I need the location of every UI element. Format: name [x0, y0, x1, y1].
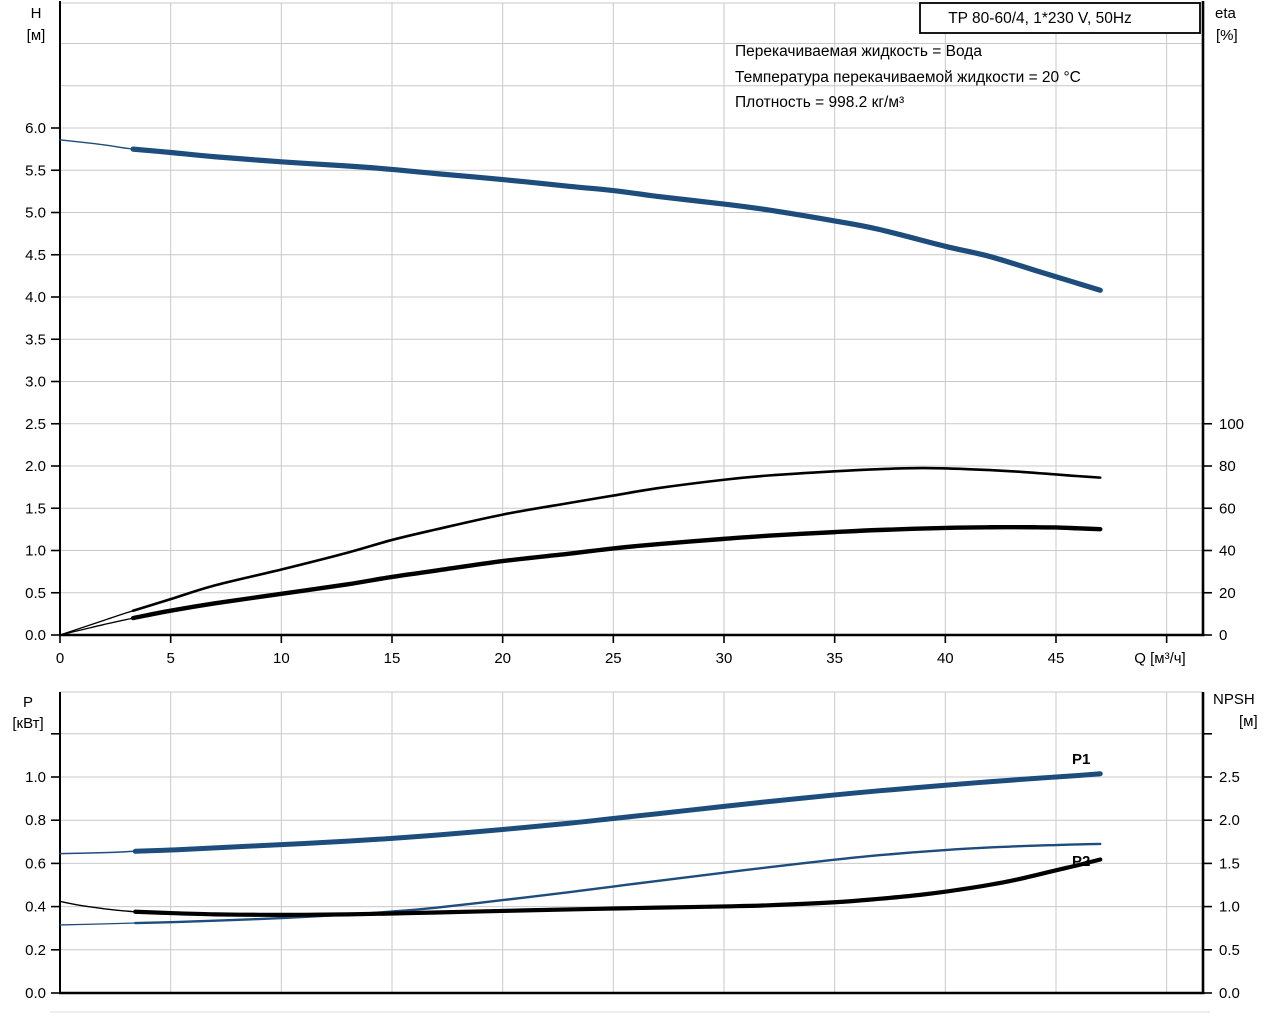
tick-label: 3.0	[25, 374, 46, 391]
flow-axis-label: Q [м³/ч]	[1134, 650, 1185, 667]
tick-label: 0.4	[25, 899, 46, 916]
tick-label: 0.0	[25, 985, 46, 1002]
tick-label: 10	[273, 650, 290, 667]
tick-label: 4.0	[25, 289, 46, 306]
tick-label: 1.5	[25, 500, 46, 517]
eta-axis-unit: [%]	[1216, 27, 1238, 44]
tick-label: 0.0	[25, 627, 46, 644]
npsh-axis-unit: [м]	[1239, 713, 1258, 730]
p1-curve-label: P1	[1072, 751, 1090, 768]
curve-H-thin	[59, 139, 1101, 291]
curve-H	[130, 146, 1103, 293]
tick-label: 3.5	[25, 331, 46, 348]
tick-label: 0.5	[25, 585, 46, 602]
tick-label: 80	[1219, 458, 1236, 475]
tick-label: 4.5	[25, 247, 46, 264]
tick-label: 1.0	[1219, 899, 1240, 916]
tick-label: 0.8	[25, 812, 46, 829]
frame-layer	[50, 1, 1210, 1013]
tick-label: 2.0	[1219, 812, 1240, 829]
power-axis-unit: [кВт]	[12, 715, 43, 732]
tick-label: 1.0	[25, 769, 46, 786]
head-axis-unit: [м]	[27, 27, 46, 44]
tick-label: 45	[1048, 650, 1065, 667]
curve-eta1	[131, 466, 1102, 613]
annotation-temperature: Температура перекачиваемой жидкости = 20…	[735, 69, 1081, 86]
tick-label: 0.0	[1219, 985, 1240, 1002]
tick-label: 1.0	[25, 543, 46, 560]
title-box	[919, 2, 1201, 34]
eta-axis-title: eta	[1215, 5, 1237, 22]
npsh-axis-title: NPSH	[1213, 691, 1255, 708]
curve-eta2	[130, 525, 1103, 621]
tick-label: 40	[937, 650, 954, 667]
tick-label: 1.5	[1219, 855, 1240, 872]
tick-label: 60	[1219, 500, 1236, 517]
tick-label: 6.0	[25, 120, 46, 137]
tick-label: 25	[605, 650, 622, 667]
tick-label: 5.5	[25, 162, 46, 179]
tick-label: 0.6	[25, 855, 46, 872]
curve-P1	[132, 771, 1103, 854]
tick-label: 2.0	[25, 458, 46, 475]
head-axis-title: H	[31, 5, 42, 22]
bottom-chart-curves	[59, 771, 1103, 926]
curve-eta2-thin	[59, 526, 1101, 636]
tick-label: 20	[1219, 585, 1236, 602]
tick-label: 35	[826, 650, 843, 667]
tick-layer: 0.0 0.5 1.0 1.5 2.0 2.5 3.0 3.5 4.0 4.5 5.0 5.5 6.0 0…	[25, 120, 1244, 1002]
annotation-density: Плотность = 998.2 кг/м³	[735, 94, 904, 111]
curve-NPSH	[133, 857, 1103, 917]
tick-label: 15	[384, 650, 401, 667]
pump-title: TP 80-60/4, 1*230 V, 50Hz	[948, 10, 1132, 27]
tick-label: 0.5	[1219, 942, 1240, 959]
tick-label: 0	[56, 650, 64, 667]
tick-label: 0	[1219, 627, 1227, 644]
annotation-liquid: Перекачиваемая жидкость = Вода	[735, 43, 982, 60]
tick-label: 20	[494, 650, 511, 667]
tick-label: 0.2	[25, 942, 46, 959]
tick-label: 2.5	[1219, 769, 1240, 786]
curve-P2	[134, 842, 1102, 925]
grid-layer	[60, 3, 1203, 993]
tick-label: 2.5	[25, 416, 46, 433]
tick-label: 5.0	[25, 205, 46, 222]
power-axis-title: P	[23, 694, 33, 711]
tick-label: 5	[166, 650, 174, 667]
tick-label: 30	[716, 650, 733, 667]
tick-label: 40	[1219, 543, 1236, 560]
top-chart-curves	[59, 139, 1103, 636]
tick-label: 100	[1219, 416, 1244, 433]
